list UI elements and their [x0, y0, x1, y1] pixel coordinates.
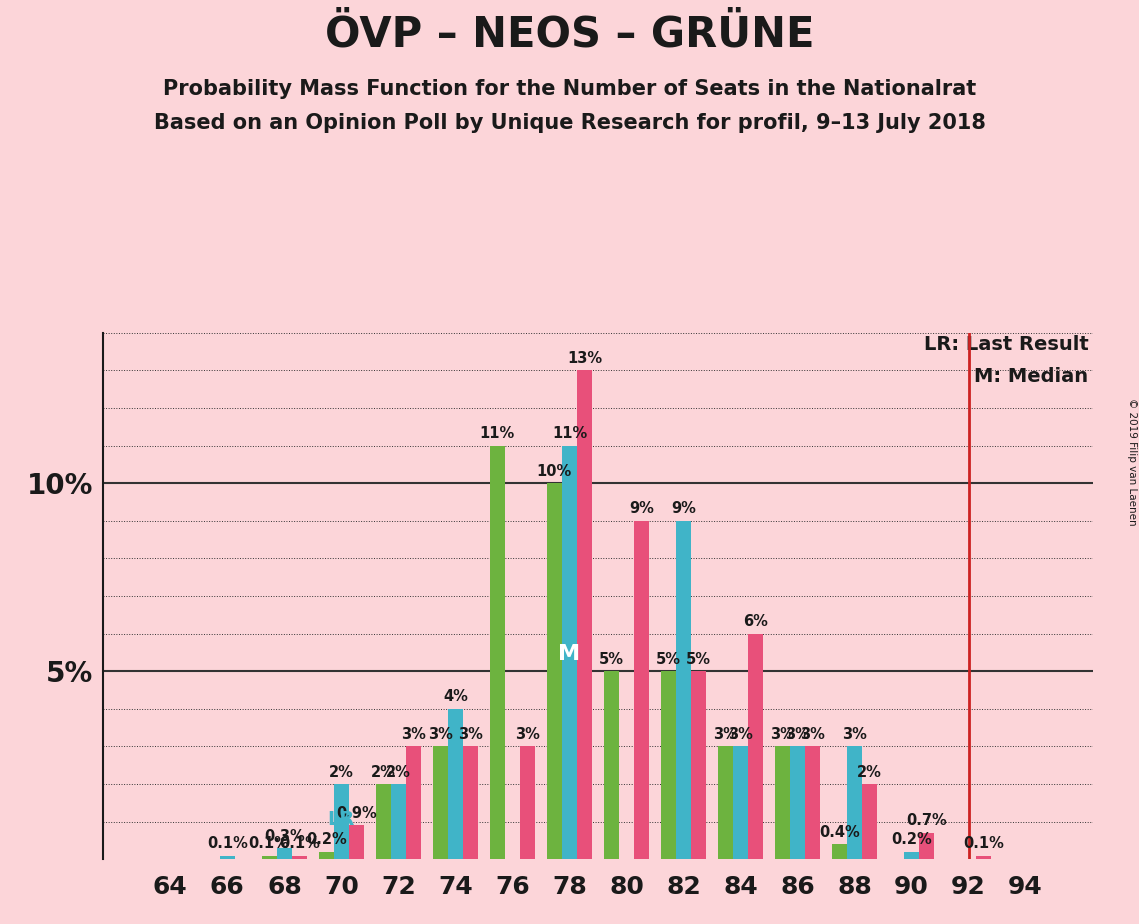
Bar	[831, 845, 847, 859]
Text: 5%: 5%	[656, 651, 681, 667]
Bar	[319, 852, 334, 859]
Bar	[847, 747, 862, 859]
Bar	[448, 709, 464, 859]
Bar	[691, 671, 706, 859]
Bar	[464, 747, 478, 859]
Text: 0.3%: 0.3%	[264, 829, 305, 844]
Text: 0.7%: 0.7%	[907, 813, 948, 829]
Text: 9%: 9%	[671, 501, 696, 517]
Bar	[919, 833, 934, 859]
Bar	[675, 521, 691, 859]
Text: 0.1%: 0.1%	[964, 836, 1005, 851]
Text: 10%: 10%	[536, 464, 572, 479]
Text: ÖVP – NEOS – GRÜNE: ÖVP – NEOS – GRÜNE	[325, 14, 814, 55]
Text: 3%: 3%	[728, 727, 753, 742]
Text: Based on an Opinion Poll by Unique Research for profil, 9–13 July 2018: Based on an Opinion Poll by Unique Resea…	[154, 113, 985, 133]
Bar	[349, 825, 364, 859]
Text: 4%: 4%	[443, 689, 468, 704]
Text: 3%: 3%	[428, 727, 452, 742]
Text: 11%: 11%	[480, 426, 515, 441]
Bar	[718, 747, 732, 859]
Bar	[634, 521, 649, 859]
Bar	[661, 671, 675, 859]
Bar	[521, 747, 535, 859]
Text: 3%: 3%	[801, 727, 825, 742]
Text: 0.1%: 0.1%	[248, 836, 289, 851]
Text: 3%: 3%	[401, 727, 426, 742]
Bar	[334, 784, 349, 859]
Text: 2%: 2%	[371, 764, 395, 780]
Bar	[220, 856, 235, 859]
Text: 3%: 3%	[515, 727, 540, 742]
Bar	[405, 747, 421, 859]
Bar	[732, 747, 748, 859]
Text: 0.2%: 0.2%	[891, 833, 932, 847]
Text: 3%: 3%	[458, 727, 483, 742]
Bar	[976, 856, 991, 859]
Text: 0.2%: 0.2%	[306, 833, 346, 847]
Bar	[391, 784, 405, 859]
Text: 2%: 2%	[858, 764, 883, 780]
Text: 3%: 3%	[770, 727, 795, 742]
Text: 3%: 3%	[713, 727, 738, 742]
Text: M: M	[558, 644, 581, 663]
Bar	[277, 848, 292, 859]
Text: 3%: 3%	[785, 727, 810, 742]
Text: 3%: 3%	[842, 727, 867, 742]
Text: © 2019 Filip van Laenen: © 2019 Filip van Laenen	[1126, 398, 1137, 526]
Text: Probability Mass Function for the Number of Seats in the Nationalrat: Probability Mass Function for the Number…	[163, 79, 976, 99]
Bar	[790, 747, 805, 859]
Text: M: Median: M: Median	[974, 367, 1089, 386]
Text: 0.1%: 0.1%	[207, 836, 248, 851]
Bar	[562, 445, 577, 859]
Bar	[604, 671, 618, 859]
Text: 2%: 2%	[386, 764, 411, 780]
Text: 5%: 5%	[686, 651, 711, 667]
Text: 6%: 6%	[744, 614, 768, 629]
Bar	[805, 747, 820, 859]
Text: 0.4%: 0.4%	[819, 825, 860, 840]
Bar	[292, 856, 308, 859]
Bar	[577, 371, 592, 859]
Bar	[262, 856, 277, 859]
Text: 0.9%: 0.9%	[336, 806, 377, 821]
Text: 2%: 2%	[329, 764, 354, 780]
Bar	[748, 634, 763, 859]
Bar	[775, 747, 790, 859]
Text: 0.1%: 0.1%	[279, 836, 320, 851]
Text: LR: LR	[328, 810, 355, 829]
Bar	[547, 483, 562, 859]
Bar	[433, 747, 448, 859]
Bar	[862, 784, 877, 859]
Text: LR: Last Result: LR: Last Result	[924, 335, 1089, 354]
Bar	[904, 852, 919, 859]
Text: 11%: 11%	[551, 426, 587, 441]
Text: 13%: 13%	[567, 351, 603, 366]
Bar	[376, 784, 391, 859]
Bar	[490, 445, 505, 859]
Text: 9%: 9%	[629, 501, 654, 517]
Text: 5%: 5%	[599, 651, 624, 667]
